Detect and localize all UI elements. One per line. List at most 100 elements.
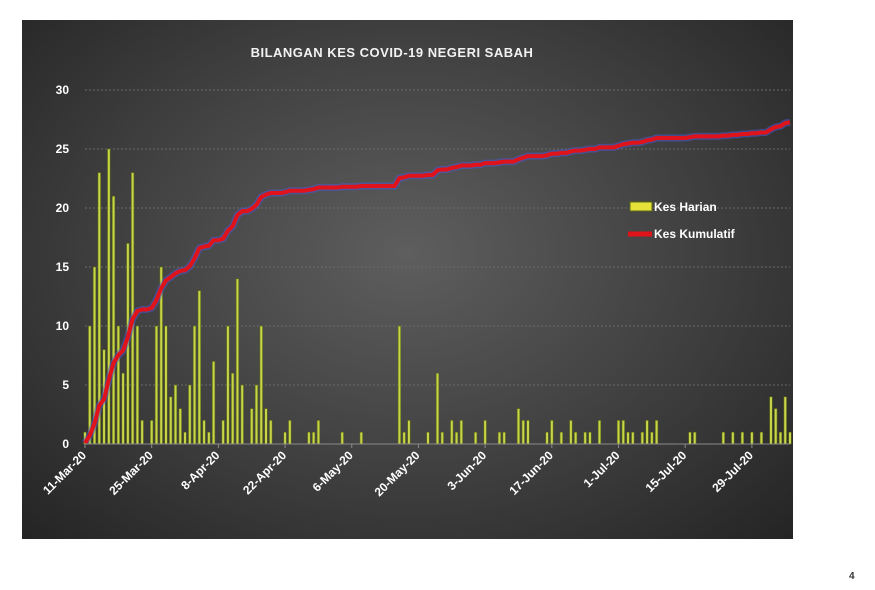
line-kes-kumulatif [83, 120, 791, 445]
bar-kes-harian [407, 420, 411, 445]
bar-kes-harian [207, 431, 211, 445]
x-tick-label: 29-Jul-20 [709, 448, 756, 495]
bar-kes-harian [655, 420, 659, 445]
x-tick-label: 25-Mar-20 [106, 448, 156, 498]
bar-kes-harian [759, 431, 764, 445]
bar-kes-harian [788, 431, 792, 445]
bar-kes-harian [226, 325, 230, 445]
line-series-kes-kumulatif [82, 118, 791, 446]
bar-kes-harian [721, 431, 725, 445]
bar-kes-harian [616, 420, 621, 445]
y-left-tick-label: 10 [56, 319, 70, 333]
x-tick-label: 1-Jul-20 [581, 448, 623, 490]
bar-kes-harian [254, 384, 259, 445]
bar-kes-harian [121, 372, 125, 445]
bar-kes-harian [111, 195, 116, 445]
bar-kes-harian [516, 408, 521, 445]
bar-kes-harian [631, 431, 635, 445]
bar-kes-harian [774, 408, 778, 445]
bar-kes-harian [312, 431, 316, 445]
x-tick-label: 20-May-20 [372, 448, 423, 499]
bar-kes-harian [169, 396, 173, 445]
legend-swatch-bar [629, 201, 653, 212]
y-left-tick-label: 0 [62, 437, 69, 451]
bar-series-kes-harian [83, 148, 792, 445]
bar-kes-harian [750, 431, 754, 445]
bar-kes-harian [688, 431, 692, 445]
bar-kes-harian [140, 420, 144, 445]
bar-kes-harian [588, 431, 592, 445]
y-left-tick-label: 15 [56, 260, 70, 274]
bar-kes-harian [454, 431, 459, 445]
bar-kes-harian [426, 431, 430, 445]
x-tick-label: 11-Mar-20 [40, 448, 89, 497]
bar-kes-harian [131, 172, 135, 445]
legend-label-kes-harian: Kes Harian [654, 200, 717, 214]
bar-kes-harian [107, 148, 111, 445]
y-left-tick-label: 5 [62, 378, 69, 392]
y-left-tick-label: 20 [56, 201, 70, 215]
bar-kes-harian [526, 420, 530, 445]
x-tick-label: 6-May-20 [310, 448, 356, 494]
x-tick-label: 8-Apr-20 [178, 448, 223, 493]
bar-kes-harian [197, 290, 201, 445]
bar-kes-harian [250, 408, 254, 445]
bar-kes-harian [740, 431, 744, 445]
x-tick-label: 3-Jun-20 [444, 448, 489, 493]
bar-kes-harian [340, 431, 344, 445]
bar-kes-harian [650, 431, 654, 445]
bar-kes-harian [183, 431, 187, 445]
bar-kes-harian [645, 420, 649, 445]
legend: Kes Harian Kes Kumulatif [628, 200, 736, 241]
page-number: 4 [849, 571, 855, 582]
bar-kes-harian [283, 431, 287, 445]
covid-chart: BILANGAN KES COVID-19 NEGERI SABAH 0 5 10 1… [40, 45, 792, 499]
bar-kes-harian [769, 396, 773, 445]
bar-kes-harian [221, 420, 225, 445]
bar-kes-harian [497, 431, 502, 445]
x-tick-label: 17-Jun-20 [506, 448, 556, 498]
bar-kes-harian [597, 420, 602, 445]
bar-kes-harian [150, 420, 154, 445]
bar-kes-harian [626, 431, 630, 445]
bar-kes-harian [235, 278, 240, 445]
bar-kes-harian [550, 420, 554, 445]
bar-kes-harian [731, 431, 735, 445]
bar-kes-harian [440, 431, 444, 445]
chart-panel: BILANGAN KES COVID-19 NEGERI SABAH 0 5 10 1… [22, 20, 793, 539]
bar-kes-harian [269, 420, 273, 445]
bar-kes-harian [359, 431, 363, 445]
bar-kes-harian [783, 396, 787, 445]
bar-kes-harian [621, 420, 625, 445]
bar-kes-harian [188, 384, 192, 445]
bar-kes-harian [583, 431, 587, 445]
bar-kes-harian [693, 431, 697, 445]
legend-label-kes-kumulatif: Kes Kumulatif [654, 227, 736, 241]
bar-kes-harian [135, 325, 140, 445]
bar-kes-harian [192, 325, 197, 445]
x-tick-label: 22-Apr-20 [240, 448, 289, 497]
bar-kes-harian [450, 420, 454, 445]
y-left-tick-label: 25 [56, 142, 70, 156]
bar-kes-harian [164, 325, 168, 445]
bar-kes-harian [307, 431, 311, 445]
bar-kes-harian [288, 420, 292, 445]
bar-kes-harian [402, 431, 406, 445]
bar-kes-harian [259, 325, 263, 445]
bar-kes-harian [502, 431, 506, 445]
bar-kes-harian [559, 431, 563, 445]
bar-kes-harian [778, 431, 783, 445]
bar-kes-harian [178, 408, 182, 445]
bar-kes-harian [231, 372, 235, 445]
legend-item-kes-kumulatif: Kes Kumulatif [628, 227, 736, 241]
bar-kes-harian [569, 420, 573, 445]
bar-kes-harian [154, 325, 159, 445]
bar-kes-harian [240, 384, 244, 445]
bar-kes-harian [473, 431, 478, 445]
bar-kes-harian [435, 372, 440, 445]
left-axis: 0 5 10 15 20 25 30 [56, 83, 70, 451]
bar-kes-harian [202, 420, 206, 445]
bar-kes-harian [264, 408, 268, 445]
bar-kes-harian [316, 420, 321, 445]
bar-kes-harian [459, 420, 463, 445]
